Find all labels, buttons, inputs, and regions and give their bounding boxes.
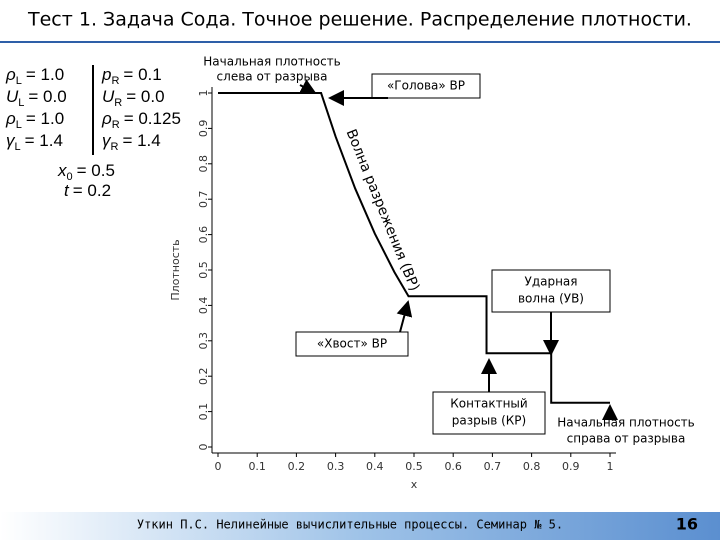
param: ρL = 1.0 [5, 109, 64, 130]
x-tick-label: 0.7 [484, 460, 502, 473]
annotation-box [371, 73, 481, 99]
param: UL = 0.0 [6, 87, 67, 108]
param-subscript: R [112, 119, 120, 131]
x-tick-label: 0.5 [405, 460, 423, 473]
param: t = 0.2 [64, 181, 111, 200]
param-value: = 1.4 [122, 131, 160, 150]
annotation-box [432, 391, 546, 435]
param-value: = 1.0 [26, 109, 64, 128]
y-tick-label: 0.8 [197, 155, 210, 173]
param-symbol: U [6, 87, 19, 106]
y-tick-label: 0.6 [197, 226, 210, 244]
arrow [396, 300, 413, 333]
title: Тест 1. Задача Сода. Точное решение. Рас… [27, 9, 692, 31]
param: ρL = 1.0 [5, 65, 64, 86]
param-symbol: γ [6, 131, 16, 150]
annotations: Начальная плотность слева от разрыва «Го… [203, 55, 695, 446]
annotation-box [491, 269, 611, 313]
param-value: = 0.1 [123, 65, 161, 84]
x-tick-label: 0.8 [523, 460, 541, 473]
param: UR = 0.0 [102, 87, 165, 108]
annotation: Волна разрежения (ВР) [343, 127, 423, 293]
param-symbol: γ [102, 131, 112, 150]
param-value: = 0.2 [73, 181, 111, 200]
param-value: = 1.0 [26, 65, 64, 84]
param-symbol: ρ [5, 65, 16, 84]
param: x0 = 0.5 [57, 161, 115, 182]
footer: Уткин П.С. Нелинейные вычислительные про… [137, 518, 563, 532]
y-tick-label: 0.3 [197, 332, 210, 350]
x-tick-label: 0.9 [562, 460, 580, 473]
y-tick-label: 0.2 [197, 367, 210, 385]
annotation-box [295, 331, 409, 357]
param: γL = 1.4 [6, 131, 63, 152]
y-tick-label: 0.1 [197, 403, 210, 421]
param-symbol: p [101, 65, 111, 84]
page-number: 16 [676, 515, 698, 534]
y-tick-label: 0 [197, 444, 210, 451]
param-symbol: ρ [5, 109, 16, 128]
param-subscript: L [16, 75, 22, 87]
param-subscript: L [15, 141, 21, 153]
param-value: = 0.5 [77, 161, 115, 180]
annotation: Ударная [525, 275, 578, 289]
footer-bar [0, 512, 720, 540]
y-tick-label: 0.5 [197, 261, 210, 279]
param-symbol: ρ [101, 109, 112, 128]
param-symbol: t [64, 181, 70, 200]
x-tick-label: 0.3 [327, 460, 345, 473]
y-axis-label: Плотность [169, 239, 182, 300]
param-value: = 0.0 [126, 87, 164, 106]
x-tick-label: 0.1 [248, 460, 266, 473]
x-tick-label: 0.6 [444, 460, 462, 473]
annotation: «Голова» ВР [387, 79, 465, 93]
param-subscript: R [111, 75, 119, 87]
annotation: Начальная плотность [203, 55, 341, 69]
arrow [298, 79, 317, 94]
param-subscript: R [114, 97, 122, 109]
param-symbol: U [102, 87, 115, 106]
x-tick-label: 0.4 [366, 460, 384, 473]
x-tick-label: 0 [215, 460, 222, 473]
annotation: «Хвост» ВР [317, 337, 387, 351]
param-subscript: R [111, 141, 119, 153]
annotation: волна (УВ) [518, 292, 584, 306]
param-subscript: L [18, 97, 24, 109]
annotation: разрыв (КР) [452, 414, 526, 428]
param-subscript: 0 [67, 171, 73, 183]
param: γR = 1.4 [102, 131, 161, 152]
param-symbol: x [57, 161, 67, 180]
param-value: = 1.4 [25, 131, 63, 150]
annotation: Начальная плотность [557, 416, 695, 430]
y-tick-label: 1 [197, 90, 210, 97]
param: pR = 0.1 [101, 65, 162, 86]
param-value: = 0.0 [28, 87, 66, 106]
annotation: слева от разрыва [217, 70, 328, 84]
x-tick-label: 0.2 [288, 460, 306, 473]
data-line [218, 92, 610, 404]
y-tick-label: 0.7 [197, 190, 210, 208]
x-tick-label: 1 [607, 460, 614, 473]
param-subscript: L [16, 119, 22, 131]
annotation: справа от разрыва [567, 432, 686, 446]
x-axis-label: x [411, 478, 418, 491]
y-tick-label: 0.9 [197, 120, 210, 138]
params: ρL = 1.0UL = 0.0ρL = 1.0γL = 1.4pR = 0.1UR = 0… [5, 65, 181, 200]
param: ρR = 0.125 [101, 109, 181, 130]
plot: 0 0.1 0.2 0.3 0.4 0.5 0.6 0.7 0.8 0.9 1 0 0.1 0.2 0.3 0… [169, 87, 616, 491]
y-tick-label: 0.4 [197, 297, 210, 315]
param-value: = 0.125 [124, 109, 181, 128]
annotation: Контактный [450, 397, 527, 411]
